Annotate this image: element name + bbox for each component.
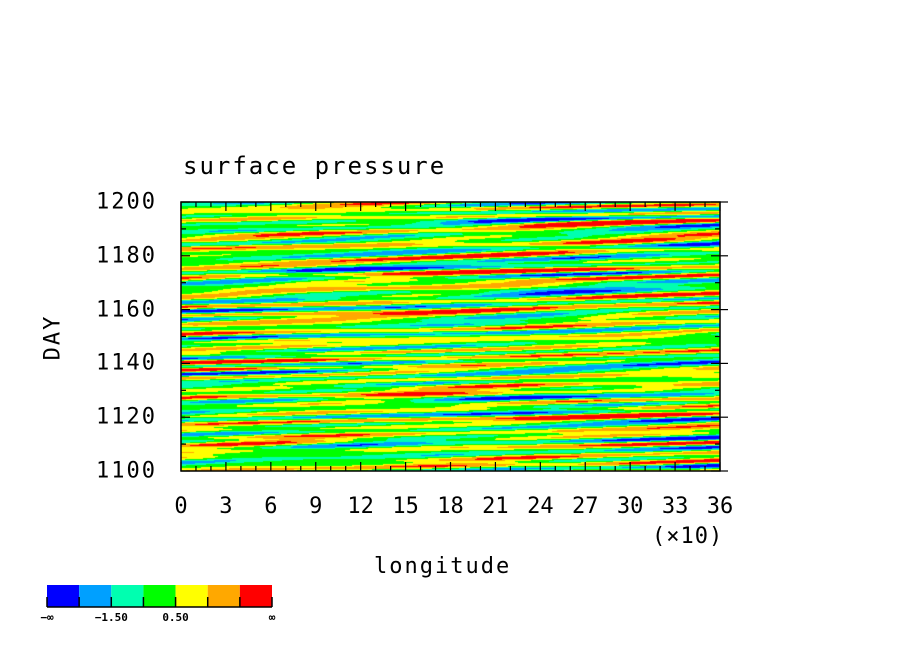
colorbar-label: −∞ bbox=[40, 611, 54, 624]
colorbar-swatch bbox=[47, 585, 80, 607]
y-tick-label: 1180 bbox=[96, 243, 157, 269]
y-tick-label: 1160 bbox=[96, 297, 157, 323]
x-tick-label: 21 bbox=[482, 494, 509, 519]
colorbar-swatch bbox=[143, 585, 176, 607]
x-tick-label: 33 bbox=[661, 494, 689, 519]
plot-frame bbox=[180, 201, 721, 472]
x-tick-label: 9 bbox=[309, 494, 323, 519]
colorbar-label: ∞ bbox=[268, 611, 276, 624]
x-tick-label: 36 bbox=[706, 494, 734, 519]
heatmap-field bbox=[181, 202, 720, 471]
chart-title: surface pressure bbox=[183, 152, 447, 180]
colorbar-label: −1.50 bbox=[94, 611, 128, 624]
y-tick-label: 1200 bbox=[96, 189, 157, 215]
x-tick-label: 27 bbox=[572, 494, 599, 519]
x-tick-label: 6 bbox=[264, 494, 278, 519]
x-tick-label: 24 bbox=[527, 494, 554, 519]
colorbar-label: 0.50 bbox=[162, 611, 189, 624]
x-tick-label: 18 bbox=[437, 494, 464, 519]
colorbar-swatch bbox=[175, 585, 208, 607]
x-tick-label: 12 bbox=[347, 494, 374, 519]
y-axis-label: DAY bbox=[40, 314, 66, 361]
x-tick-label: 15 bbox=[392, 494, 419, 519]
x-tick-label: 3 bbox=[219, 494, 233, 519]
x-tick-label: 0 bbox=[174, 494, 188, 519]
y-tick-label: 1120 bbox=[96, 404, 157, 430]
x-tick-label: 30 bbox=[616, 494, 644, 519]
colorbar-swatch bbox=[239, 585, 272, 607]
colorbar-swatch bbox=[111, 585, 144, 607]
colorbar-swatch bbox=[79, 585, 112, 607]
y-tick-label: 1140 bbox=[96, 350, 157, 376]
x-scale-label: (×10) bbox=[652, 524, 724, 549]
y-tick-label: 1100 bbox=[96, 458, 157, 484]
colorbar-swatch bbox=[207, 585, 240, 607]
x-axis-label: longitude bbox=[374, 554, 512, 579]
